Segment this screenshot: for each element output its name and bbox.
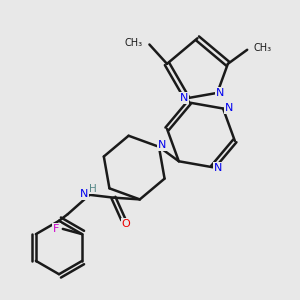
Text: N: N — [180, 93, 188, 103]
Text: F: F — [53, 224, 60, 234]
Text: N: N — [216, 88, 224, 98]
Text: N: N — [224, 103, 233, 113]
Text: O: O — [122, 219, 130, 229]
Text: CH₃: CH₃ — [254, 43, 272, 53]
Text: N: N — [158, 140, 166, 150]
Text: H: H — [89, 184, 97, 194]
Text: N: N — [214, 163, 223, 173]
Text: N: N — [80, 189, 88, 199]
Text: CH₃: CH₃ — [125, 38, 143, 48]
